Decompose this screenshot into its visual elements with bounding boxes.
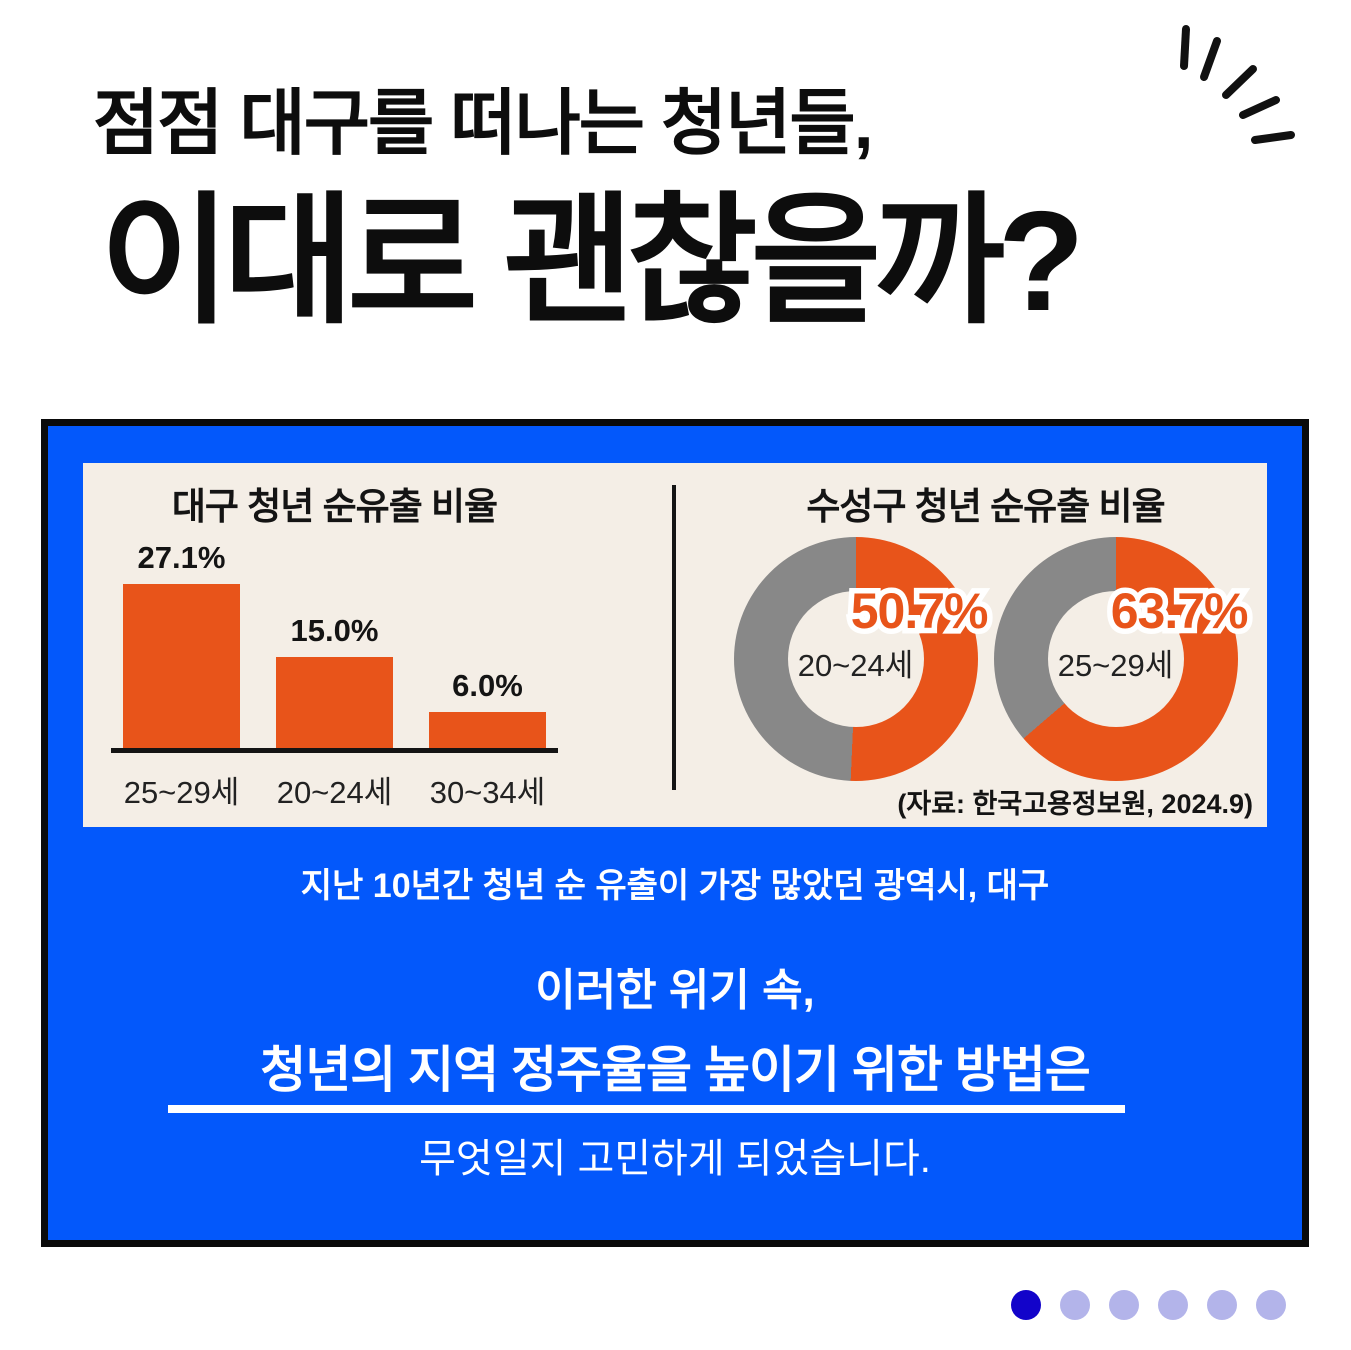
donut-hole <box>787 591 924 727</box>
pagination-dot-6[interactable] <box>1256 1290 1286 1320</box>
pagination <box>1011 1290 1286 1320</box>
bar-plot-area: 27.1% 15.0% 6.0% <box>83 536 586 748</box>
source-note: (자료: 한국고용정보원, 2024.9) <box>897 789 1253 819</box>
bar-category-label: 20~24세 <box>276 775 393 810</box>
donut-age-label: 25~29세 <box>1057 648 1174 683</box>
pagination-dot-1[interactable] <box>1011 1290 1041 1320</box>
bar-column: 15.0% <box>276 613 393 748</box>
bar-column: 27.1% <box>123 540 240 748</box>
info-panel: 대구 청년 순유출 비율 27.1% 15.0% 6.0% 25~29세 20~24세… <box>41 419 1309 1247</box>
donut-20~24세: 20~24세 50.7% 50.7% <box>733 537 994 781</box>
bar-value-label: 27.1% <box>137 540 226 575</box>
donut-percent-text: 50.7% <box>850 583 989 639</box>
bar-category-row: 25~29세 20~24세 30~34세 <box>83 767 586 812</box>
donut-percent-label: 63.7% 63.7% <box>1105 578 1254 645</box>
bar-category-label: 25~29세 <box>123 775 240 810</box>
bar-column: 6.0% <box>429 668 546 748</box>
bar-chart-title: 대구 청년 순유출 비율 <box>171 486 498 527</box>
header-subtitle: 점점 대구를 떠나는 청년들, <box>93 84 874 164</box>
donut-25~29세: 25~29세 63.7% 63.7% <box>993 537 1254 781</box>
donut-percent-outline: 50.7% <box>845 578 994 645</box>
panel-emphasis-tail: 무엇일지 고민하게 되었습니다. <box>419 1137 931 1181</box>
donut-hole <box>1047 591 1184 727</box>
page-title: 이대로 괜찮을까? <box>100 182 1085 341</box>
donut-chart-title: 수성구 청년 순유출 비율 <box>806 486 1165 527</box>
chart-card: 대구 청년 순유출 비율 27.1% 15.0% 6.0% 25~29세 20~24세… <box>83 463 1267 827</box>
donut-percent-outline: 63.7% <box>1105 578 1254 645</box>
chart-divider-line <box>672 485 676 790</box>
bar-category-label: 30~34세 <box>429 775 546 810</box>
panel-emphasis-main: 청년의 지역 정주율을 높이기 위한 방법은 <box>260 1042 1090 1098</box>
bar-value-label: 6.0% <box>452 668 523 703</box>
pagination-dot-2[interactable] <box>1060 1290 1090 1320</box>
panel-emphasis-intro: 이러한 위기 속, <box>535 966 815 1015</box>
burst-lines-icon <box>1180 25 1295 144</box>
donut-age-label: 20~24세 <box>797 648 914 683</box>
x-axis-line <box>111 748 558 753</box>
donut-percent-text: 63.7% <box>1110 583 1249 639</box>
panel-caption: 지난 10년간 청년 순 유출이 가장 많았던 광역시, 대구 <box>300 867 1050 905</box>
donut-percent-label: 50.7% 50.7% <box>845 578 994 645</box>
emphasis-underline <box>168 1105 1125 1113</box>
donut-charts: 수성구 청년 순유출 비율 20~24세 50.7% 50.7% 25~29세 63.7… <box>674 463 1267 827</box>
donut-row: 20~24세 50.7% 50.7% 25~29세 63.7% 63.7% <box>704 537 1267 781</box>
bar <box>123 584 240 748</box>
pagination-dot-3[interactable] <box>1109 1290 1139 1320</box>
bar-chart: 대구 청년 순유출 비율 27.1% 15.0% 6.0% 25~29세 20~24세… <box>83 463 674 827</box>
pagination-dot-5[interactable] <box>1207 1290 1237 1320</box>
bar <box>276 657 393 748</box>
bar-value-label: 15.0% <box>290 613 379 648</box>
pagination-dot-4[interactable] <box>1158 1290 1188 1320</box>
bar <box>429 712 546 748</box>
